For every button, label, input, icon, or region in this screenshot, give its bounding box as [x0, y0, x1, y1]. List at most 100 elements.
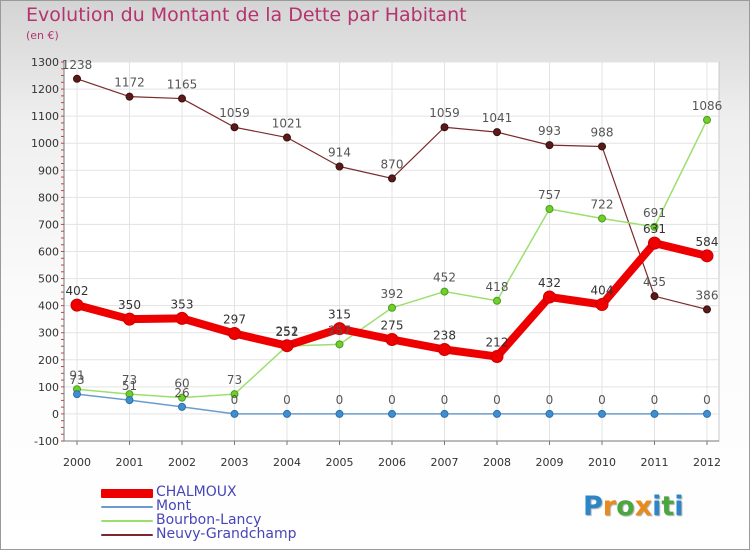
data-label-mont: 0 [388, 393, 396, 407]
data-label-chalmoux: 584 [696, 235, 719, 249]
data-point-mont [545, 409, 554, 418]
x-tick-label: 2010 [588, 456, 616, 469]
data-point-chalmoux [175, 311, 189, 325]
x-tick-label: 2002 [168, 456, 196, 469]
data-label-chalmoux: 350 [118, 298, 141, 312]
data-point-mont [493, 409, 501, 418]
data-label-mont: 26 [174, 386, 189, 400]
data-point-mont [73, 390, 81, 399]
data-label-chalmoux: 402 [66, 284, 89, 298]
data-label-neuvy-grandchamp: 870 [381, 157, 404, 171]
data-label-neuvy-grandchamp: 1165 [167, 78, 198, 92]
data-point-neuvy-grandchamp [335, 162, 344, 171]
data-label-chalmoux: 631 [643, 222, 666, 236]
data-label-mont: 73 [69, 373, 84, 387]
data-point-neuvy-grandchamp [125, 92, 134, 101]
data-point-mont [230, 409, 239, 418]
legend-swatch [101, 534, 153, 536]
data-point-bourbon-lancy [230, 390, 239, 399]
data-label-bourbon-lancy: 452 [433, 271, 456, 285]
legend-label: Bourbon-Lancy [156, 512, 262, 528]
data-label-neuvy-grandchamp: 1172 [114, 76, 145, 90]
data-point-neuvy-grandchamp [178, 94, 186, 103]
y-tick-label: 1100 [31, 110, 59, 123]
legend-label: Neuvy-Grandchamp [156, 526, 297, 542]
x-tick-label: 2001 [116, 456, 144, 469]
data-label-neuvy-grandchamp: 988 [591, 125, 614, 139]
data-point-mont [335, 409, 344, 418]
legend-label: CHALMOUX [156, 484, 237, 500]
logo-letter: r [602, 491, 617, 522]
data-point-chalmoux [595, 298, 609, 312]
data-label-bourbon-lancy: 73 [227, 373, 242, 387]
data-label-chalmoux: 404 [591, 284, 614, 298]
data-label-bourbon-lancy: 722 [591, 197, 614, 211]
data-label-mont: 0 [651, 393, 659, 407]
data-label-mont: 0 [598, 393, 606, 407]
data-point-neuvy-grandchamp [650, 292, 659, 301]
data-point-mont [125, 396, 134, 405]
data-label-chalmoux: 353 [171, 297, 194, 311]
legend-swatch [101, 520, 153, 522]
y-tick-label: 700 [38, 218, 59, 231]
legend-item-bourbon-lancy: Bourbon-Lancy [101, 512, 361, 528]
data-point-neuvy-grandchamp [493, 128, 501, 137]
data-point-chalmoux [438, 342, 451, 356]
x-tick-label: 2009 [536, 456, 564, 469]
data-point-chalmoux [543, 290, 556, 304]
data-point-bourbon-lancy [440, 287, 449, 296]
data-label-bourbon-lancy: 257 [328, 323, 351, 337]
data-point-chalmoux [490, 350, 504, 364]
logo-letter: i [674, 491, 684, 522]
logo-letter: x [634, 491, 653, 522]
y-tick-label: 0 [52, 408, 59, 421]
data-label-mont: 0 [441, 393, 449, 407]
data-label-chalmoux: 252 [276, 325, 299, 339]
x-tick-label: 2000 [63, 456, 91, 469]
y-tick-label: 1000 [31, 137, 59, 150]
data-label-bourbon-lancy: 418 [486, 280, 509, 294]
y-tick-label: 1200 [31, 83, 59, 96]
data-point-chalmoux [333, 322, 346, 336]
data-label-bourbon-lancy: 60 [174, 377, 189, 391]
data-label-neuvy-grandchamp: 1041 [482, 111, 513, 125]
data-label-mont: 0 [546, 393, 554, 407]
logo-letter: t [661, 491, 675, 522]
data-point-mont [650, 409, 659, 418]
data-label-chalmoux: 432 [538, 276, 561, 290]
data-point-bourbon-lancy [545, 204, 554, 213]
data-point-bourbon-lancy [493, 296, 501, 305]
data-label-neuvy-grandchamp: 386 [696, 288, 719, 302]
legend-item-chalmoux: CHALMOUX [101, 484, 361, 500]
data-label-bourbon-lancy: 73 [122, 373, 137, 387]
x-tick-label: 2012 [693, 456, 721, 469]
data-label-mont: 0 [493, 393, 501, 407]
data-label-neuvy-grandchamp: 1238 [62, 58, 93, 72]
data-point-chalmoux [700, 249, 714, 263]
data-point-bourbon-lancy [335, 340, 344, 349]
data-point-bourbon-lancy [388, 303, 396, 312]
y-tick-label: 900 [38, 164, 59, 177]
data-point-mont [703, 409, 711, 418]
y-tick-label: -100 [34, 435, 59, 448]
data-point-bourbon-lancy [178, 393, 186, 402]
data-point-mont [440, 409, 449, 418]
proxiti-logo: Proxiti [583, 491, 684, 522]
data-label-chalmoux: 315 [328, 308, 351, 322]
data-label-bourbon-lancy: 757 [538, 188, 561, 202]
data-label-mont: 0 [336, 393, 344, 407]
data-label-bourbon-lancy: 91 [69, 368, 84, 382]
data-label-mont: 0 [703, 393, 711, 407]
x-tick-label: 2003 [221, 456, 249, 469]
data-label-mont: 0 [283, 393, 291, 407]
data-label-bourbon-lancy: 1086 [692, 99, 723, 113]
data-point-mont [598, 409, 606, 418]
data-label-bourbon-lancy: 251 [276, 325, 299, 339]
chart-subtitle: (en €) [26, 29, 59, 42]
x-tick-label: 2008 [483, 456, 511, 469]
data-point-chalmoux [123, 312, 136, 326]
y-tick-label: 800 [38, 191, 59, 204]
y-tick-label: 300 [38, 327, 59, 340]
data-point-bourbon-lancy [598, 214, 606, 223]
